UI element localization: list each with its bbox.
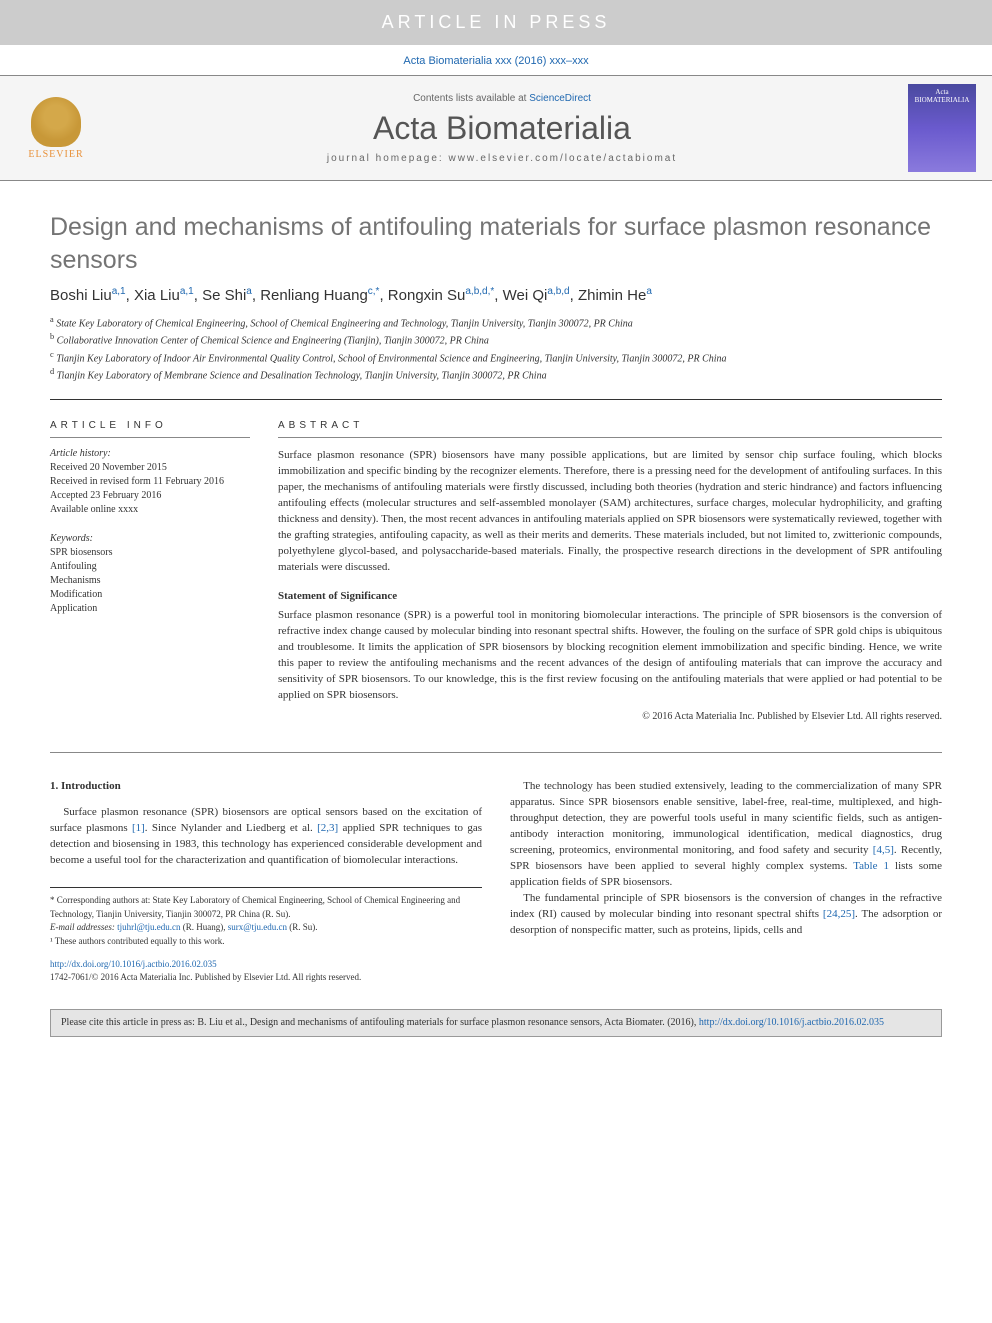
keyword: Antifouling <box>50 560 250 574</box>
journal-homepage: journal homepage: www.elsevier.com/locat… <box>108 153 896 164</box>
history-item: Accepted 23 February 2016 <box>50 489 250 503</box>
statement-text: Surface plasmon resonance (SPR) is a pow… <box>278 608 942 704</box>
left-column: 1. Introduction Surface plasmon resonanc… <box>50 779 482 983</box>
author-aff: a,1 <box>112 286 126 297</box>
contents-line: Contents lists available at ScienceDirec… <box>108 93 896 104</box>
elsevier-logo: ELSEVIER <box>16 88 96 168</box>
history-item: Received in revised form 11 February 201… <box>50 475 250 489</box>
author: Zhimin He <box>578 287 646 304</box>
author-aff: a <box>646 286 652 297</box>
email-link[interactable]: surx@tju.edu.cn <box>228 922 287 932</box>
keyword: SPR biosensors <box>50 546 250 560</box>
issn-line: 1742-7061/© 2016 Acta Materialia Inc. Pu… <box>50 972 361 982</box>
corresponding-note: * Corresponding authors at: State Key La… <box>50 894 482 921</box>
abstract-heading: ABSTRACT <box>278 420 942 438</box>
cite-doi-link[interactable]: http://dx.doi.org/10.1016/j.actbio.2016.… <box>699 1017 884 1028</box>
citation-link[interactable]: [2,3] <box>317 822 338 834</box>
contents-prefix: Contents lists available at <box>413 93 529 104</box>
elsevier-tree-icon <box>31 97 81 147</box>
header-center: Contents lists available at ScienceDirec… <box>108 93 896 164</box>
introduction-heading: 1. Introduction <box>50 779 482 795</box>
author-aff: a,b,d <box>547 286 569 297</box>
journal-cover-thumbnail: Acta BIOMATERIALIA <box>908 84 976 172</box>
table-link[interactable]: Table 1 <box>853 860 889 872</box>
cover-text: Acta BIOMATERIALIA <box>910 88 974 104</box>
affiliations: a State Key Laboratory of Chemical Engin… <box>50 314 942 383</box>
author: Renliang Huang <box>260 287 368 304</box>
affiliation: b Collaborative Innovation Center of Che… <box>50 331 942 348</box>
intro-paragraph: Surface plasmon resonance (SPR) biosenso… <box>50 805 482 869</box>
author: Se Shi <box>202 287 246 304</box>
history-item: Available online xxxx <box>50 503 250 517</box>
article-body: Design and mechanisms of antifouling mat… <box>0 181 992 999</box>
article-info-heading: ARTICLE INFO <box>50 420 250 438</box>
sciencedirect-link[interactable]: ScienceDirect <box>529 93 591 104</box>
keyword: Modification <box>50 588 250 602</box>
citation-link[interactable]: [1] <box>132 822 145 834</box>
body-paragraph: The fundamental principle of SPR biosens… <box>510 891 942 939</box>
doi-block: http://dx.doi.org/10.1016/j.actbio.2016.… <box>50 958 482 983</box>
abstract-text: Surface plasmon resonance (SPR) biosenso… <box>278 448 942 576</box>
author: Rongxin Su <box>388 287 466 304</box>
top-citation: Acta Biomaterialia xxx (2016) xxx–xxx <box>0 45 992 75</box>
body-columns: 1. Introduction Surface plasmon resonanc… <box>50 752 942 983</box>
affiliation: d Tianjin Key Laboratory of Membrane Sci… <box>50 366 942 383</box>
email-line: E-mail addresses: tjuhrl@tju.edu.cn (R. … <box>50 921 482 935</box>
abstract-column: ABSTRACT Surface plasmon resonance (SPR)… <box>278 420 942 722</box>
article-title: Design and mechanisms of antifouling mat… <box>50 211 942 276</box>
history-label: Article history: <box>50 448 250 459</box>
right-column: The technology has been studied extensiv… <box>510 779 942 983</box>
author-aff: c,* <box>368 286 380 297</box>
article-info-column: ARTICLE INFO Article history: Received 2… <box>50 420 250 722</box>
author: Xia Liu <box>134 287 180 304</box>
citation-link[interactable]: [4,5] <box>873 844 894 856</box>
citation-footer: Please cite this article in press as: B.… <box>50 1009 942 1037</box>
keyword: Application <box>50 602 250 616</box>
affiliation: a State Key Laboratory of Chemical Engin… <box>50 314 942 331</box>
author-list: Boshi Liua,1, Xia Liua,1, Se Shia, Renli… <box>50 286 942 304</box>
copyright-line: © 2016 Acta Materialia Inc. Published by… <box>278 711 942 722</box>
keywords-label: Keywords: <box>50 533 250 544</box>
journal-header: ELSEVIER Contents lists available at Sci… <box>0 75 992 181</box>
elsevier-label: ELSEVIER <box>28 149 83 160</box>
affiliation: c Tianjin Key Laboratory of Indoor Air E… <box>50 349 942 366</box>
author: Wei Qi <box>503 287 548 304</box>
equal-contribution-note: ¹ These authors contributed equally to t… <box>50 935 482 949</box>
citation-link[interactable]: [24,25] <box>823 908 855 920</box>
history-item: Received 20 November 2015 <box>50 461 250 475</box>
author-aff: a,1 <box>180 286 194 297</box>
email-link[interactable]: tjuhrl@tju.edu.cn <box>117 922 180 932</box>
journal-name: Acta Biomaterialia <box>108 110 896 147</box>
statement-heading: Statement of Significance <box>278 590 942 602</box>
article-in-press-banner: ARTICLE IN PRESS <box>0 0 992 45</box>
keyword: Mechanisms <box>50 574 250 588</box>
author-aff: a,b,d,* <box>465 286 494 297</box>
doi-link[interactable]: http://dx.doi.org/10.1016/j.actbio.2016.… <box>50 959 217 969</box>
author: Boshi Liu <box>50 287 112 304</box>
banner-text: ARTICLE IN PRESS <box>382 12 611 32</box>
body-paragraph: The technology has been studied extensiv… <box>510 779 942 891</box>
cite-prefix: Please cite this article in press as: B.… <box>61 1017 699 1028</box>
footnotes: * Corresponding authors at: State Key La… <box>50 887 482 948</box>
info-abstract-row: ARTICLE INFO Article history: Received 2… <box>50 399 942 722</box>
